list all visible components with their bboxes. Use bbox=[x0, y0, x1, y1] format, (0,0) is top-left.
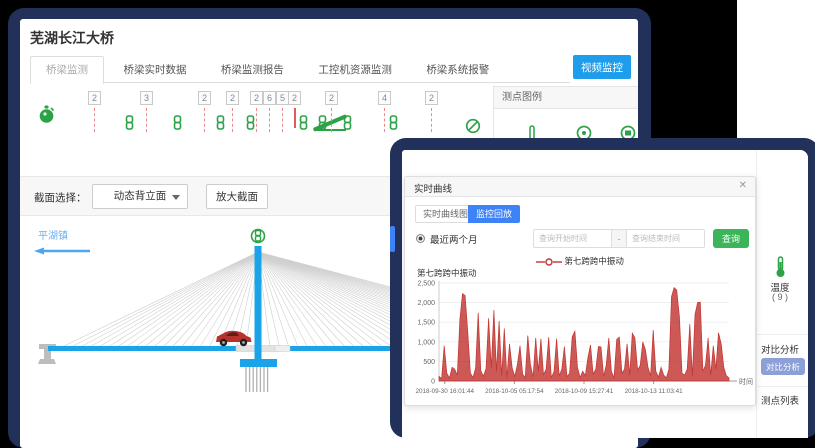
legend-marker-icon bbox=[536, 258, 563, 266]
bridge-tower bbox=[254, 246, 262, 361]
deck-joint-right bbox=[274, 345, 291, 352]
chain-link-icon[interactable] bbox=[172, 115, 183, 130]
main-tab-bar: 桥梁监测 桥梁实时数据 桥梁监测报告 工控机资源监测 桥梁系统报警 bbox=[30, 56, 570, 84]
sensor-count-badge[interactable]: 6 bbox=[263, 91, 276, 105]
chain-link-icon[interactable] bbox=[388, 115, 399, 130]
chevron-down-icon bbox=[172, 195, 180, 200]
sensor-count-badge[interactable]: 2 bbox=[325, 91, 338, 105]
sidebar-divider bbox=[757, 334, 808, 335]
sensor-count-badge[interactable]: 2 bbox=[226, 91, 239, 105]
svg-text:1,500: 1,500 bbox=[417, 320, 435, 327]
alarm-clock-icon bbox=[38, 105, 55, 129]
arrow-left-icon bbox=[34, 242, 90, 260]
sensor-drop-line bbox=[256, 108, 257, 132]
tab-system-alarm[interactable]: 桥梁系统报警 bbox=[426, 64, 490, 76]
svg-text:0: 0 bbox=[431, 379, 435, 386]
sensor-count-badge[interactable]: 4 bbox=[378, 91, 391, 105]
right-sidebar: 温度 ( 9 ) 对比分析 对比分析 测点列表 bbox=[756, 150, 808, 438]
svg-text:2,500: 2,500 bbox=[417, 281, 435, 288]
bridge-deck bbox=[48, 346, 630, 351]
desktop-background-panel bbox=[737, 0, 815, 150]
chart-legend[interactable]: 第七跨跨中振动 bbox=[405, 255, 755, 267]
sensor-drop-line bbox=[431, 108, 432, 132]
sensor-drop-line bbox=[282, 108, 283, 132]
section-select-value: 动态背立面 bbox=[113, 190, 167, 202]
temperature-icon bbox=[774, 256, 787, 283]
chain-link-icon[interactable] bbox=[124, 115, 135, 130]
chain-link-icon[interactable] bbox=[245, 115, 256, 130]
recent-two-months-radio[interactable] bbox=[416, 234, 425, 243]
chain-link-icon[interactable] bbox=[215, 115, 226, 130]
svg-text:时间: 时间 bbox=[739, 377, 753, 386]
close-icon[interactable]: ✕ bbox=[738, 180, 747, 191]
query-start-time-input[interactable] bbox=[533, 229, 611, 248]
sensor-drop-line bbox=[204, 108, 205, 132]
scrollbar-thumb[interactable] bbox=[390, 226, 395, 252]
chain-link-icon[interactable] bbox=[342, 115, 353, 130]
sensor-count-badge[interactable]: 2 bbox=[198, 91, 211, 105]
legend-series-name: 第七跨跨中振动 bbox=[564, 256, 624, 266]
sensor-drop-line bbox=[269, 108, 270, 132]
query-button[interactable]: 查询 bbox=[713, 229, 749, 248]
bridge-abutment bbox=[38, 344, 56, 364]
point-legend-title: 测点图例 bbox=[494, 87, 638, 109]
no-signal-icon bbox=[465, 118, 481, 139]
chart-title: 第七跨跨中振动 bbox=[417, 268, 477, 278]
dialog-title: 实时曲线 bbox=[414, 184, 453, 195]
tab-ipc-resource[interactable]: 工控机资源监测 bbox=[318, 64, 392, 76]
sidebar-divider bbox=[757, 386, 808, 387]
realtime-curve-dialog: 实时曲线 ✕ 实时曲线图 监控回放 最近两个月 - 查询 第七跨跨中振动 第七跨… bbox=[404, 176, 756, 406]
svg-text:1,000: 1,000 bbox=[417, 339, 435, 346]
sensor-count-badge[interactable]: 2 bbox=[425, 91, 438, 105]
point-list-label: 测点列表 bbox=[761, 396, 800, 407]
tab-realtime-data[interactable]: 桥梁实时数据 bbox=[123, 64, 187, 76]
tower-sensor-icon bbox=[250, 228, 266, 244]
compare-analysis-button[interactable]: 对比分析 bbox=[761, 358, 805, 375]
temperature-count: ( 9 ) bbox=[771, 292, 788, 302]
sensor-drop-line bbox=[294, 108, 296, 128]
temperature-label: 温度 bbox=[770, 283, 790, 294]
sensor-count-badge[interactable]: 2 bbox=[250, 91, 263, 105]
chain-link-icon[interactable] bbox=[298, 115, 309, 130]
enlarge-section-button[interactable]: 放大截面 bbox=[206, 184, 268, 209]
sensor-drop-line bbox=[94, 108, 95, 132]
car bbox=[216, 330, 252, 347]
svg-text:2,000: 2,000 bbox=[417, 300, 435, 307]
sensor-count-badge[interactable]: 3 bbox=[140, 91, 153, 105]
vibration-chart[interactable]: 0 500 1,000 1,500 2,000 2,500 2018-09-30 16:01… bbox=[411, 277, 755, 403]
tab-realtime-curve[interactable]: 实时曲线图 bbox=[415, 205, 477, 223]
section-select[interactable]: 动态背立面 bbox=[92, 184, 188, 209]
tab-bridge-monitor[interactable]: 桥梁监测 bbox=[30, 56, 104, 84]
svg-text:2018-10-13 11:03:41: 2018-10-13 11:03:41 bbox=[625, 388, 684, 395]
query-end-time-input[interactable] bbox=[627, 229, 705, 248]
sensor-drop-line bbox=[384, 108, 385, 132]
date-range-separator: - bbox=[611, 229, 627, 248]
compare-analysis-label: 对比分析 bbox=[761, 345, 800, 356]
svg-text:2018-10-05 05:17:54: 2018-10-05 05:17:54 bbox=[485, 388, 544, 395]
tab-monitor-report[interactable]: 桥梁监测报告 bbox=[220, 64, 284, 76]
svg-text:2018-10-09 15:27:41: 2018-10-09 15:27:41 bbox=[555, 388, 614, 395]
svg-text:2018-09-30 16:01:44: 2018-09-30 16:01:44 bbox=[416, 388, 475, 395]
svg-text:500: 500 bbox=[423, 359, 435, 366]
chart-page: 温度 ( 9 ) 对比分析 对比分析 测点列表 实时曲线 ✕ 实时曲线图 监控回… bbox=[402, 150, 808, 438]
page-title: 芜湖长江大桥 bbox=[30, 30, 114, 46]
chart-window: 温度 ( 9 ) 对比分析 对比分析 测点列表 实时曲线 ✕ 实时曲线图 监控回… bbox=[390, 138, 815, 438]
sensor-drop-line bbox=[146, 108, 147, 132]
sensor-drop-line bbox=[232, 108, 233, 132]
sensor-count-badge[interactable]: 2 bbox=[88, 91, 101, 105]
sensor-drop-line bbox=[331, 108, 332, 132]
video-monitor-button[interactable]: 视频监控 bbox=[573, 55, 631, 79]
bridge-pier bbox=[240, 359, 277, 392]
tab-monitor-playback[interactable]: 监控回放 bbox=[468, 205, 521, 223]
sensor-count-badge[interactable]: 2 bbox=[288, 91, 301, 105]
chain-link-icon[interactable] bbox=[317, 115, 328, 130]
bridge-direction-label: 平湖镇 bbox=[38, 231, 68, 242]
dialog-header: 实时曲线 ✕ bbox=[405, 177, 755, 197]
section-select-label: 截面选择： bbox=[34, 192, 87, 204]
recent-two-months-label: 最近两个月 bbox=[430, 235, 478, 246]
